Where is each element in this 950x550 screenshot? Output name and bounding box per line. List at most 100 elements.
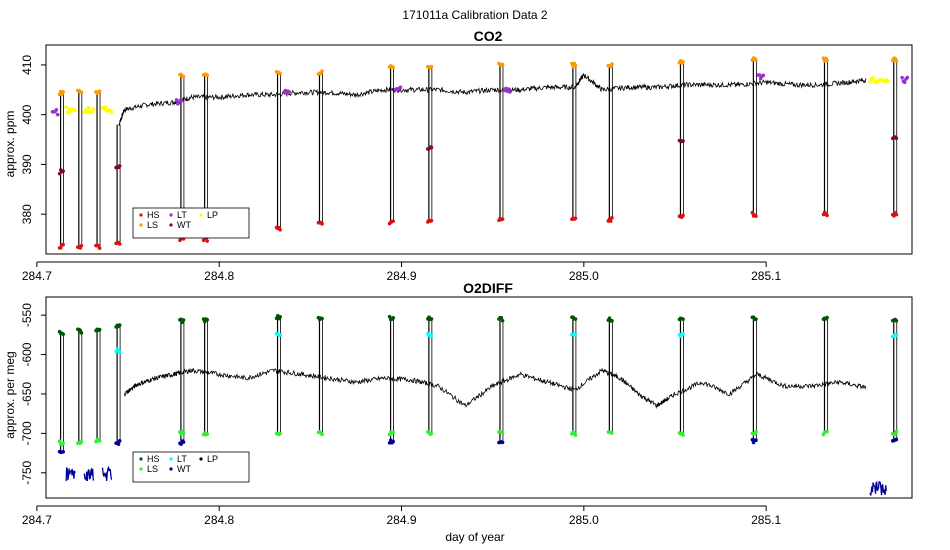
co2-lp-point-1: [91, 107, 96, 111]
o2diff-cal-wt-point-3-3: [117, 439, 122, 443]
o2diff-cal-wt-point-14-3: [754, 438, 758, 443]
co2-frame: [45, 44, 913, 255]
o2diff-cal-ls-point-2-3: [97, 439, 102, 443]
o2diff-axes: -750 -700 -650 -600 -550 284.7 284.8 284.9 285.0…: [20, 303, 781, 527]
co2-cal-ls-point-13-3: [681, 59, 685, 64]
co2-lp-point-1: [82, 110, 87, 115]
o2diff-wt-block-1: [83, 467, 94, 482]
o2diff-cal-lt-point-16-3: [894, 333, 899, 338]
o2diff-ytick-label-3: -600: [20, 342, 34, 366]
co2-cal-wt-point-0-3: [61, 169, 65, 173]
o2diff-cal-ls-point-9-3: [429, 431, 434, 436]
co2-xtick-label-2: 284.9: [387, 269, 417, 283]
o2diff-cal-hs-point-12-1: [607, 316, 612, 321]
o2diff-cal-wt-point-0-3: [61, 449, 65, 454]
o2diff-cal-lt-point-9-3: [429, 333, 434, 338]
co2-legend-label-hs: HS: [147, 210, 160, 220]
o2diff-frame: [45, 296, 913, 499]
o2diff-legend-marker-lp: [199, 457, 203, 461]
co2-cal-wt-point-3-3: [117, 164, 122, 168]
co2-axes: 380 390 400 410 284.7 284.8 284.9 285.0 285.1: [20, 55, 781, 283]
co2-cal-ls-point-11-3: [573, 63, 578, 68]
o2diff-cal-wt-point-10-3: [500, 440, 505, 445]
o2diff-wt-block-0: [65, 467, 76, 482]
co2-cal-hs-point-16-3: [894, 212, 899, 217]
o2diff-cal-hs-point-10-3: [500, 318, 505, 323]
co2-lt-point-3-4: [398, 85, 403, 90]
co2-xtick-label-0: 284.7: [22, 269, 52, 283]
o2diff-cal-hs-point-15-3: [825, 315, 829, 320]
co2-cal-ls-point-12-3: [610, 62, 614, 66]
o2diff-cal-ls-point-1-3: [79, 440, 84, 444]
o2diff-wt-block-3: [869, 480, 887, 496]
co2-legend-label-lp: LP: [207, 210, 218, 220]
co2-lp-point-1: [85, 109, 90, 114]
co2-lp-point-2: [103, 105, 108, 109]
o2diff-cal-hs-point-9-3: [429, 317, 434, 321]
o2diff-cal-ls-point-12-3: [610, 431, 614, 435]
co2-lp-point-1: [86, 105, 91, 110]
co2-cal-ls-point-2-3: [97, 89, 102, 93]
o2diff-cal-hs-point-1-3: [79, 331, 84, 335]
co2-lt-point-0-3: [54, 107, 59, 112]
co2-cal-hs-point-5-3: [205, 239, 210, 243]
o2diff-legend-box: [132, 451, 250, 483]
co2-cal-hs-point-6-3: [278, 227, 282, 232]
co2-cal-ls-point-6-3: [278, 71, 282, 76]
o2diff-cal-ls-point-8-3: [391, 430, 395, 435]
o2diff-legend-label-lt: LT: [177, 454, 187, 464]
o2diff-legend-marker-lt: [169, 457, 173, 461]
co2-cal-hs-point-0-1: [58, 245, 63, 250]
o2diff-ylabel: approx. per meg: [3, 351, 17, 438]
co2-lp-point-3: [871, 75, 875, 80]
co2-cal-ls-point-7-3: [320, 69, 324, 73]
co2-cal-hs-point-13-3: [681, 213, 685, 218]
co2-cal-hs-point-8-3: [391, 219, 395, 223]
co2-cal-wt-point-9-3: [429, 145, 434, 150]
co2-cal-hs-point-12-3: [610, 215, 614, 220]
co2-legend-label-lt: LT: [177, 210, 187, 220]
o2diff-cal-hs-point-2-3: [97, 327, 102, 332]
co2-lt-point-2-4: [287, 90, 292, 94]
o2diff-cal-lt-point-3-3: [117, 350, 122, 354]
co2-legend-marker-ls: [139, 223, 143, 227]
o2diff-cal-hs-point-12-3: [610, 319, 614, 323]
o2diff-cal-hs-point-14-3: [754, 317, 758, 321]
co2-cal-ls-point-4-3: [181, 75, 186, 79]
co2-lt-point-6-0: [900, 75, 904, 80]
co2-xtick-label-1: 284.8: [204, 269, 234, 283]
co2-legend-label-wt: WT: [177, 220, 191, 230]
co2-plot-area: [50, 56, 910, 250]
co2-cal-ls-point-0-3: [61, 90, 65, 94]
co2-ytick-label-2: 400: [20, 104, 34, 124]
o2diff-cal-wt-point-3-2: [116, 442, 121, 447]
co2-lp-point-3: [886, 79, 890, 84]
co2-legend-marker-wt: [169, 223, 173, 227]
co2-lt-point-0-4: [55, 112, 60, 117]
co2-cal-hs-point-10-3: [500, 217, 505, 221]
o2diff-cal-ls-point-16-2: [893, 432, 897, 437]
co2-lt-point-1-0: [174, 98, 179, 102]
co2-legend-marker-hs: [139, 213, 143, 217]
co2-legend-label-ls: LS: [147, 220, 158, 230]
co2-legend-marker-lt: [169, 213, 173, 217]
o2diff-cal-ls-point-5-3: [205, 432, 210, 436]
o2diff-cal-ls-point-0-3: [61, 441, 65, 446]
o2diff-cal-lt-point-6-3: [278, 333, 282, 337]
o2diff-panel: O2DIFF approx. per meg -750-700-650-600-…: [3, 280, 913, 527]
co2-lp-point-0: [64, 105, 68, 109]
o2diff-legend-marker-wt: [169, 467, 173, 471]
o2diff-cal-ls-point-6-3: [278, 431, 282, 436]
o2diff-cal-lt-point-13-3: [681, 332, 685, 336]
o2diff-cal-ls-point-14-3: [754, 429, 758, 434]
o2diff-xtick-label-2: 284.9: [387, 513, 417, 527]
o2diff-cal-ls-point-16-3: [894, 429, 899, 434]
co2-lt-point-1-4: [179, 98, 184, 103]
o2diff-cal-ls-point-10-3: [500, 430, 505, 434]
co2-title: CO2: [474, 28, 503, 44]
co2-cal-ls-point-10-3: [500, 62, 505, 67]
co2-lp-point-0: [73, 108, 77, 112]
